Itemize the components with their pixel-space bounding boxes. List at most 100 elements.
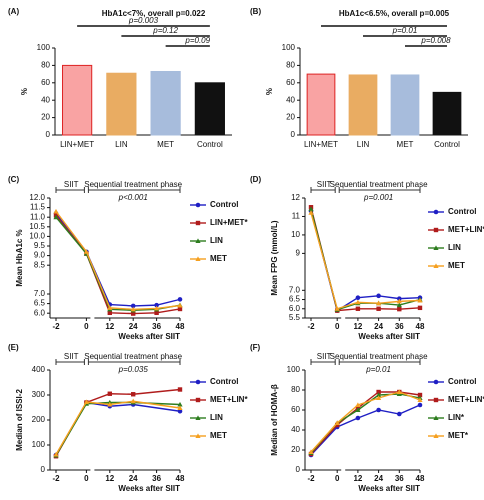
series-line xyxy=(310,212,421,310)
y-axis-label: Mean HbA1c % xyxy=(15,229,24,286)
bar xyxy=(62,64,93,136)
significance-label: p=0.008 xyxy=(420,36,451,45)
legend-label: LIN xyxy=(210,413,223,422)
x-tick-label: 0 xyxy=(335,474,340,483)
legend-marker xyxy=(195,397,201,403)
marker xyxy=(308,210,314,215)
x-tick-label: 24 xyxy=(374,474,383,483)
x-tick-label: LIN xyxy=(357,140,370,149)
y-tick-label: 60 xyxy=(41,78,50,87)
legend-label: MET+LIN* xyxy=(448,395,484,404)
marker xyxy=(177,302,183,308)
x-tick-label: 12 xyxy=(105,474,114,483)
marker xyxy=(417,392,423,398)
legend-label: MET+LIN* xyxy=(448,225,484,234)
marker xyxy=(355,415,361,421)
panel-label: (D) xyxy=(250,175,261,184)
marker xyxy=(130,398,136,404)
marker xyxy=(107,305,113,310)
marker xyxy=(376,407,381,413)
y-tick-label: 9.5 xyxy=(34,241,46,250)
y-tick-label: 20 xyxy=(286,113,295,122)
y-tick-label: 6.5 xyxy=(34,299,46,308)
marker xyxy=(355,402,361,407)
bar xyxy=(348,74,378,136)
legend-marker xyxy=(433,263,439,268)
bar xyxy=(194,82,225,136)
marker xyxy=(177,405,183,410)
y-axis-label: Median of HOMA-β xyxy=(270,384,279,456)
legend-label: Control xyxy=(210,377,238,386)
p-value: p=0.001 xyxy=(363,193,393,202)
marker xyxy=(376,389,381,395)
y-tick-label: 10.0 xyxy=(29,232,45,241)
x-tick-label: 24 xyxy=(129,322,138,331)
legend-label: MET xyxy=(448,261,465,270)
marker xyxy=(397,306,402,312)
bar xyxy=(390,74,420,136)
series-line xyxy=(55,216,181,312)
x-tick-label: MET xyxy=(157,140,174,149)
marker xyxy=(397,411,402,417)
panel-label: (B) xyxy=(250,7,261,16)
marker xyxy=(417,397,423,402)
marker xyxy=(131,392,136,397)
y-axis-label: Mean FPG (mmol/L) xyxy=(270,220,279,295)
marker xyxy=(130,306,136,312)
chart-title: HbA1c<7%, overall p=0.022 xyxy=(102,9,206,18)
x-tick-label: 0 xyxy=(84,322,89,331)
legend-marker xyxy=(195,379,201,385)
y-tick-label: 80 xyxy=(286,61,295,70)
marker xyxy=(417,402,423,408)
x-tick-label: Control xyxy=(197,140,223,149)
series-line xyxy=(55,211,181,311)
marker xyxy=(154,310,159,316)
y-axis-label: % xyxy=(20,88,29,95)
phase-label: SIIT xyxy=(317,352,332,361)
marker xyxy=(107,401,113,407)
y-tick-label: 6.5 xyxy=(289,295,301,304)
marker xyxy=(396,389,402,394)
y-tick-label: 10.5 xyxy=(29,222,45,231)
legend-label: MET+LIN* xyxy=(210,395,248,404)
significance-label: p=0.09 xyxy=(184,36,210,45)
marker xyxy=(131,311,136,316)
x-tick-label: 48 xyxy=(416,474,425,483)
marker xyxy=(376,300,382,306)
marker xyxy=(154,305,160,311)
legend-label: Control xyxy=(210,200,238,209)
marker xyxy=(397,296,402,301)
legend-label: LIN* xyxy=(448,413,465,422)
y-axis-label: % xyxy=(265,88,274,95)
bar xyxy=(306,73,336,136)
phase-label: SIIT xyxy=(317,180,332,189)
marker xyxy=(177,306,183,312)
y-tick-label: 12.0 xyxy=(29,193,45,202)
x-tick-label: Control xyxy=(434,140,460,149)
x-tick-label: 24 xyxy=(129,474,138,483)
legend-label: Control xyxy=(448,207,476,216)
marker xyxy=(154,302,159,308)
y-tick-label: 200 xyxy=(32,415,46,424)
y-tick-label: 11 xyxy=(292,212,301,221)
phase-label: Sequential treatment phase xyxy=(330,352,428,361)
marker xyxy=(355,295,361,300)
marker xyxy=(355,299,361,305)
legend-marker xyxy=(433,433,439,438)
legend-marker xyxy=(433,227,439,233)
marker xyxy=(107,310,112,316)
legend-marker xyxy=(433,209,439,215)
marker xyxy=(308,449,314,454)
y-tick-label: 11.0 xyxy=(30,212,46,221)
phase-label: Sequential treatment phase xyxy=(84,180,182,189)
y-tick-label: 60 xyxy=(286,78,295,87)
legend-marker xyxy=(195,220,201,226)
y-tick-label: 80 xyxy=(41,61,50,70)
marker xyxy=(355,407,361,412)
series-line xyxy=(310,207,421,312)
legend-marker xyxy=(433,379,439,385)
x-tick-label: LIN+MET xyxy=(304,140,338,149)
phase-label: Sequential treatment phase xyxy=(84,352,182,361)
marker xyxy=(376,306,381,311)
